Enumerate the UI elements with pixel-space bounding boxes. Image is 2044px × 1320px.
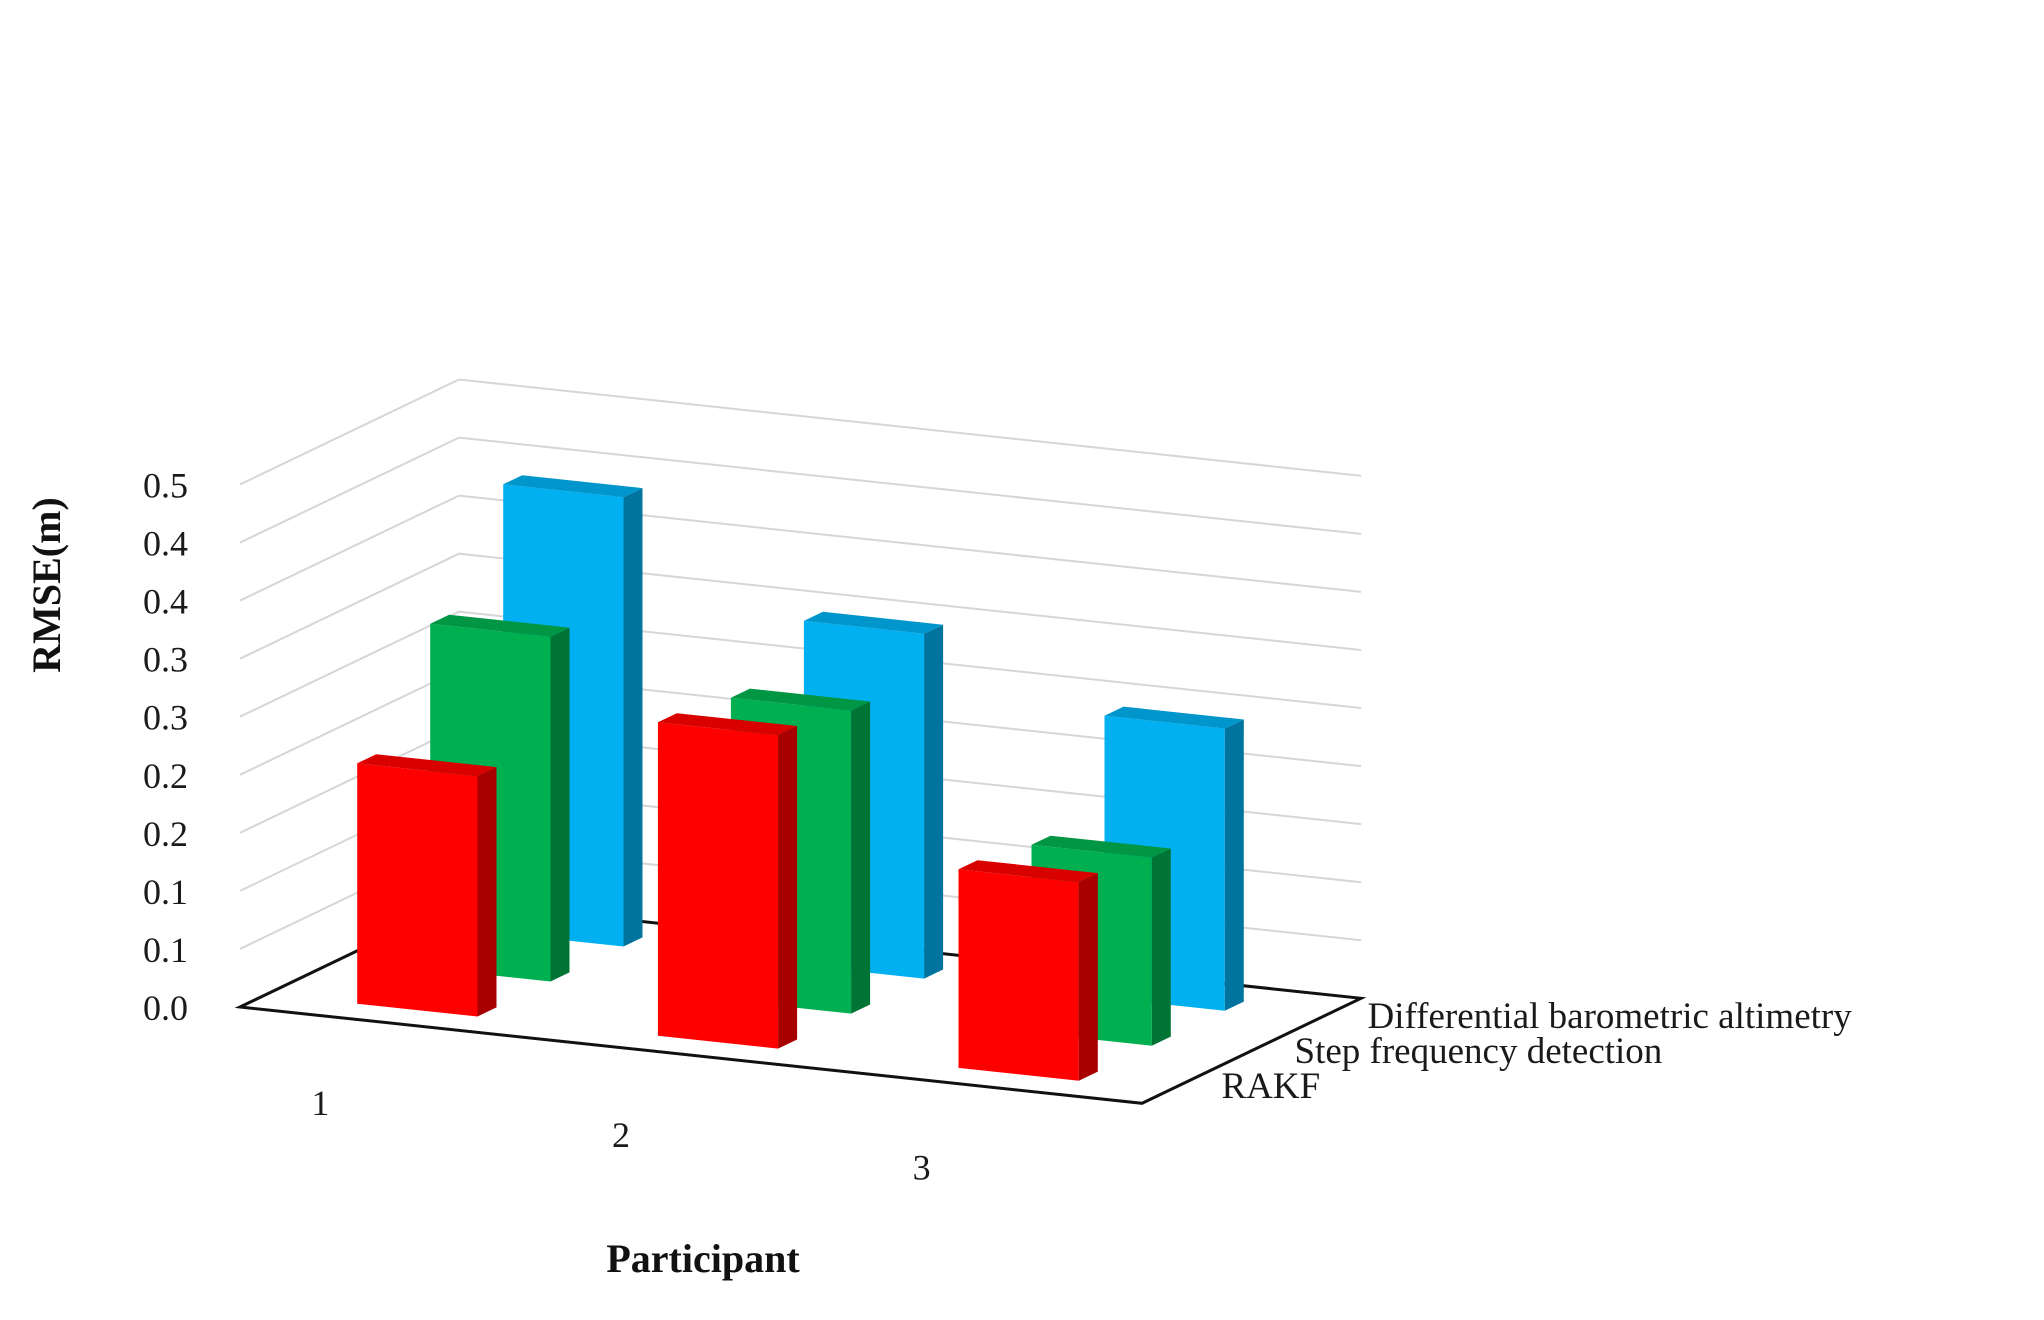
bar-front-face: [357, 763, 478, 1017]
gridline: [239, 494, 1362, 602]
series-label: Step frequency detection: [1295, 1031, 1663, 1072]
bar-top-face: [1104, 706, 1244, 729]
gridlines: [239, 378, 1362, 950]
y-tick-label: 0.3: [143, 640, 188, 680]
bar-top-face: [958, 860, 1098, 883]
bars: [357, 475, 1244, 1081]
y-tick-label: 0.1: [143, 930, 188, 970]
bar-side-face: [778, 726, 798, 1049]
y-tick-label: 0.2: [143, 756, 188, 796]
bar-top-face: [1031, 835, 1171, 858]
category-label: 2: [612, 1115, 630, 1155]
bar-top-face: [357, 754, 497, 777]
bar-rakf-participant-3: [958, 860, 1098, 1081]
y-tick-label: 0.4: [143, 582, 188, 622]
bar-side-face: [1224, 719, 1244, 1011]
category-labels: 1 2 3: [311, 1083, 930, 1187]
category-label: 3: [913, 1147, 931, 1187]
gridline: [239, 552, 1362, 660]
bar-side-face: [477, 767, 497, 1017]
bar-side-face: [1078, 873, 1098, 1081]
x-axis-title: Participant: [606, 1236, 800, 1281]
series-label: Differential barometric altimetry: [1368, 996, 1853, 1037]
bar-top-face: [803, 611, 944, 634]
gridline: [239, 610, 1362, 718]
y-axis-title: RMSE(m): [24, 497, 69, 673]
bar-front-face: [657, 722, 779, 1049]
y-tick-label: 0.1: [143, 872, 188, 912]
bar-side-face: [623, 488, 643, 947]
y-tick-label: 0.0: [143, 988, 188, 1028]
bar-side-face: [851, 701, 871, 1014]
series-label: RAKF: [1222, 1066, 1321, 1107]
y-tick-labels: 0.0 0.1 0.1 0.2 0.2 0.3 0.3 0.4 0.4 0.5: [143, 466, 188, 1029]
bar-side-face: [550, 627, 570, 982]
bar-rakf-participant-2: [657, 713, 798, 1049]
bar-top-face: [730, 688, 871, 711]
bar-top-face: [430, 614, 570, 637]
bar-top-face: [657, 713, 798, 736]
bar-top-face: [503, 475, 643, 498]
category-label: 1: [311, 1083, 329, 1123]
y-tick-label: 0.5: [143, 466, 188, 506]
gridline: [239, 378, 1362, 486]
bar-side-face: [924, 624, 944, 979]
gridline: [239, 436, 1362, 544]
bar-rakf-participant-1: [357, 754, 497, 1017]
y-tick-label: 0.4: [143, 524, 188, 564]
bar-side-face: [1151, 848, 1171, 1046]
y-tick-label: 0.2: [143, 814, 188, 854]
y-tick-label: 0.3: [143, 698, 188, 738]
bar-front-face: [958, 869, 1079, 1081]
